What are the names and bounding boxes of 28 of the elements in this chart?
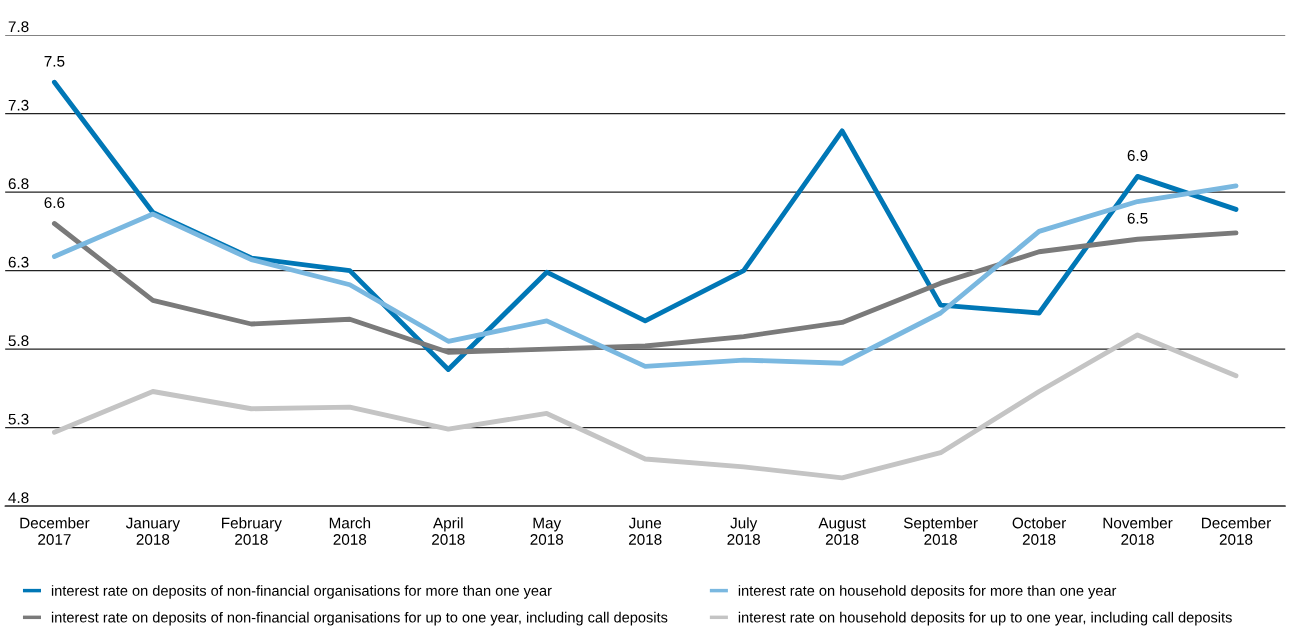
x-tick-label: May 2018 — [530, 517, 564, 545]
legend-label: interest rate on household deposits for more than one year — [738, 585, 1117, 599]
x-tick-label: October 2018 — [1012, 517, 1066, 545]
data-label: 6.9 — [1127, 150, 1148, 161]
x-tick-label: August 2018 — [818, 517, 866, 545]
y-tick-label: 7.8 — [8, 21, 29, 33]
x-tick-label: July 2018 — [727, 517, 760, 545]
y-tick-label: 7.3 — [8, 99, 29, 111]
x-tick-label: September 2018 — [903, 517, 978, 545]
x-tick-label: April 2018 — [432, 517, 465, 545]
x-tick-label: June 2018 — [628, 517, 662, 545]
data-label: 6.5 — [1127, 212, 1148, 224]
y-tick-label: 5.3 — [8, 413, 29, 425]
y-tick-label: 6.3 — [8, 256, 29, 268]
x-tick-label: November 2018 — [1103, 517, 1173, 545]
x-tick-label: December 2017 — [20, 517, 90, 545]
data-label: 7.5 — [44, 56, 65, 67]
x-tick-label: February 2018 — [222, 517, 282, 545]
x-tick-label: January 2018 — [125, 517, 181, 545]
x-tick-label: March 2018 — [329, 517, 371, 545]
x-tick-label: December 2018 — [1202, 517, 1271, 545]
legend-label: interest rate on deposits of non-financial organisations for more than one year — [51, 585, 552, 599]
legend-label: interest rate on deposits of non-financial organisations for up to one year, including call deposits — [51, 611, 668, 626]
y-tick-label: 4.8 — [8, 492, 29, 504]
data-label: 6.6 — [44, 197, 65, 208]
legend-label: interest rate on household deposits for up to one year, including call deposits — [738, 611, 1232, 626]
y-tick-label: 6.8 — [8, 178, 29, 190]
y-tick-label: 5.8 — [8, 335, 29, 347]
